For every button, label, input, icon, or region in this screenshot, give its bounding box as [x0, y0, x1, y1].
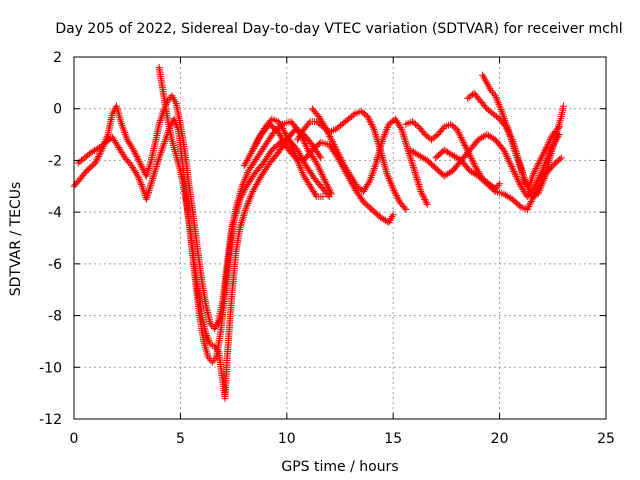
series-markers — [240, 120, 397, 226]
series-arc-7 — [308, 105, 431, 208]
x-tick-label: 5 — [176, 431, 185, 447]
y-tick-label: -2 — [48, 153, 62, 169]
grid — [74, 57, 606, 419]
series-arc-11 — [479, 71, 563, 190]
y-tick-label: -4 — [48, 205, 62, 221]
x-axis-label: GPS time / hours — [281, 459, 398, 475]
y-tick-label: 0 — [53, 102, 62, 118]
chart-title: Day 205 of 2022, Sidereal Day-to-day VTE… — [55, 21, 622, 37]
series-arc-3 — [155, 63, 325, 402]
data-points — [70, 63, 567, 402]
y-tick-label: -8 — [48, 309, 62, 325]
y-tick-label: -10 — [39, 360, 62, 376]
x-tick-label: 0 — [70, 431, 79, 447]
series-markers — [432, 146, 565, 214]
plot-frame — [73, 56, 607, 420]
series-markers — [479, 71, 563, 190]
y-tick-label: -12 — [39, 412, 62, 428]
x-tick-label: 15 — [384, 431, 402, 447]
y-tick-label: 2 — [53, 50, 62, 66]
series-markers — [155, 63, 325, 402]
x-tick-label: 10 — [278, 431, 296, 447]
x-tick-label: 20 — [491, 431, 509, 447]
series-markers — [308, 105, 431, 208]
x-tick-label: 25 — [597, 431, 615, 447]
y-axis-label: SDTVAR / TECUs — [8, 182, 24, 297]
y-tick-label: -6 — [48, 257, 62, 273]
series-arc-12 — [432, 146, 565, 214]
series-arc-5 — [240, 120, 397, 226]
